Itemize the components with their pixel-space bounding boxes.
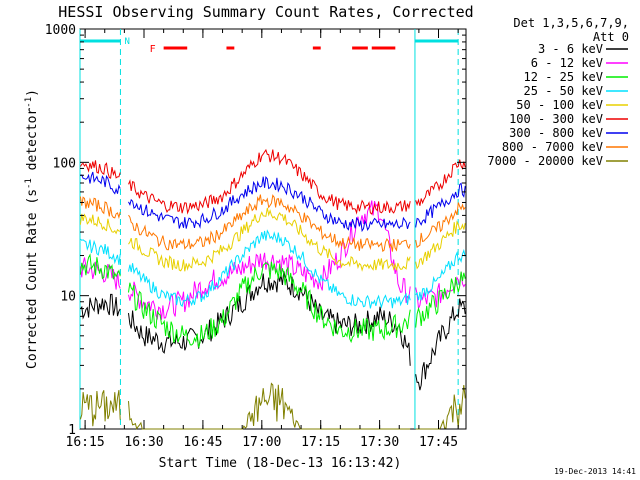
legend-entry-label: 25 - 50 keV [524,84,603,98]
y-tick-label: 1000 [45,23,76,38]
x-tick-label: 16:30 [124,435,163,450]
series-line-7 [80,171,466,233]
series-line-3 [79,253,466,348]
axes: 16:15 16:30 16:45 17:00 17:15 17:30 17:45 1 10 10… [45,23,466,450]
series-line-9 [79,382,466,430]
legend-entry-label: 3 - 6 keV [538,42,603,56]
night-intervals: N [79,29,459,429]
y-tick-label: 1 [68,423,76,438]
legend-entry-label: 800 - 7000 keV [502,140,603,154]
y-axis-label: Corrected Count Rate (s-1 detector-1) [24,89,40,369]
legend-entry-label: 12 - 25 keV [524,70,603,84]
legend-entry-label: 7000 - 20000 keV [487,154,603,168]
y-axis-label-main: Corrected Count Rate (s [25,189,40,369]
y-axis-label-sup1: -1 [24,178,34,189]
legend-entry-label: 300 - 800 keV [509,126,603,140]
y-axis-label-end: ) [25,89,40,97]
legend-header: Att 0 [593,30,629,44]
series-lines [79,148,466,430]
flare-flag-label: F [150,44,156,55]
chart-title: HESSI Observing Summary Count Rates, Cor… [58,3,473,21]
night-flag-label: N [124,37,129,47]
series-line-4 [80,229,466,309]
legend-header: Det 1,3,5,6,7,9, [513,16,629,30]
x-tick-label: 17:45 [419,435,458,450]
series-line-8 [79,194,466,253]
y-axis-label-sup2: -1 [24,97,34,108]
x-tick-label: 17:30 [360,435,399,450]
series-line-1 [80,271,466,391]
legend-entry-label: 100 - 300 keV [509,112,603,126]
y-axis-label-mid: detector [25,108,40,179]
legend-entry-label: 6 - 12 keV [531,56,603,70]
flag-bars: F [150,44,396,55]
legend-entry-label: 50 - 100 keV [516,98,603,112]
series-line-5 [79,207,466,272]
y-tick-label: 100 [53,156,76,171]
x-tick-label: 16:15 [66,435,105,450]
y-tick-label: 10 [60,290,76,305]
x-axis-label: Start Time (18-Dec-13 16:13:42) [159,456,402,471]
x-tick-label: 17:15 [301,435,340,450]
x-tick-label: 16:45 [183,435,222,450]
series-line-6 [79,148,466,215]
footer-timestamp: 19-Dec-2013 14:41 [554,467,636,476]
x-tick-label: 17:00 [242,435,281,450]
